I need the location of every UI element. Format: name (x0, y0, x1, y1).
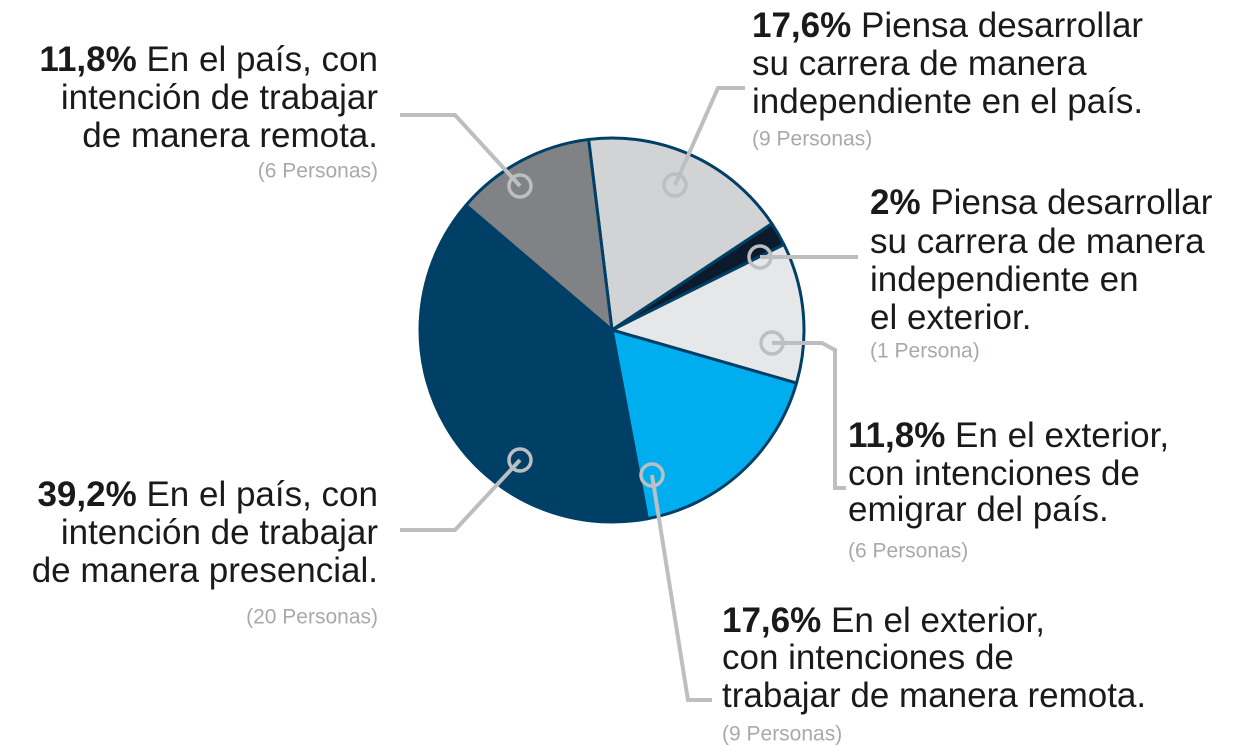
percent-label: 17,6% (722, 601, 821, 640)
percent-label: 11,8% (848, 416, 945, 455)
slice-label: 11,8% En el exterior, (848, 416, 1169, 455)
leader-line (400, 458, 522, 532)
label-line: con intenciones de (722, 638, 1014, 677)
slice-label: 17,6% En el exterior, (722, 601, 1045, 640)
label-line: su carrera de manera (870, 222, 1205, 261)
pie-slice (610, 328, 799, 521)
label-line: con intenciones de (848, 454, 1140, 493)
pie-slice (610, 243, 806, 385)
label-line: independiente en el país. (752, 82, 1143, 121)
pie-slice (587, 136, 774, 332)
label-line: su carrera de manera (752, 44, 1087, 83)
slice-label: trabajar de manera remota. (722, 676, 1146, 715)
leader-marker (662, 172, 688, 198)
label-line: intención de trabajar (61, 513, 378, 552)
pie-slice (418, 203, 649, 524)
label-line: En el exterior, (955, 416, 1169, 455)
label-line: Piensa desarrollar (861, 6, 1143, 45)
label-line: emigrar del país. (848, 490, 1109, 529)
slice-label: 11,8% En el país, con (39, 40, 378, 79)
slice-label: su carrera de manera (752, 44, 1087, 83)
count-note: (6 Personas) (258, 160, 378, 183)
slice-label: de manera remota. (82, 116, 378, 155)
label-line: intención de trabajar (61, 78, 378, 117)
pie-slice (464, 137, 614, 332)
count-note: (9 Personas) (722, 723, 842, 746)
leader-marker (507, 447, 533, 473)
leader-line (650, 474, 712, 702)
label-line: En el país, con (146, 475, 378, 514)
label-line: Piensa desarrollar (930, 183, 1212, 222)
label-line: de manera remota. (82, 116, 378, 155)
leader-marker (507, 173, 533, 199)
label-line: En el exterior, (831, 601, 1045, 640)
slice-label: de manera presencial. (32, 551, 378, 590)
count-note: (6 Personas) (848, 540, 968, 563)
slice-label: independiente en (870, 260, 1139, 299)
leader-line (673, 86, 745, 186)
label-line: el exterior. (870, 298, 1031, 337)
leader-marker (759, 330, 785, 356)
slice-label: intención de trabajar (61, 78, 378, 117)
slice-label: emigrar del país. (848, 490, 1109, 529)
leader-marker (747, 244, 773, 270)
count-note: (9 Personas) (752, 128, 872, 151)
slice-label: intención de trabajar (61, 513, 378, 552)
label-line: de manera presencial. (32, 551, 378, 590)
slice-label: su carrera de manera (870, 222, 1205, 261)
label-line: independiente en (870, 260, 1139, 299)
slice-label: el exterior. (870, 298, 1031, 337)
percent-label: 17,6% (752, 6, 851, 45)
leader-marker (639, 462, 665, 488)
count-note: (20 Personas) (246, 606, 378, 629)
slice-label: 17,6% Piensa desarrollar (752, 6, 1143, 45)
slice-label: independiente en el país. (752, 82, 1143, 121)
percent-label: 2% (870, 183, 921, 222)
count-note: (1 Persona) (870, 340, 980, 363)
slice-label: con intenciones de (722, 638, 1014, 677)
label-line: En el país, con (146, 40, 378, 79)
leader-line (400, 113, 522, 188)
slice-label: 39,2% En el país, con (37, 475, 378, 514)
percent-label: 11,8% (39, 40, 136, 79)
slice-label: 2% Piensa desarrollar (870, 183, 1213, 222)
label-line: trabajar de manera remota. (722, 676, 1146, 715)
percent-label: 39,2% (37, 475, 136, 514)
leader-line (772, 341, 846, 490)
slice-label: con intenciones de (848, 454, 1140, 493)
